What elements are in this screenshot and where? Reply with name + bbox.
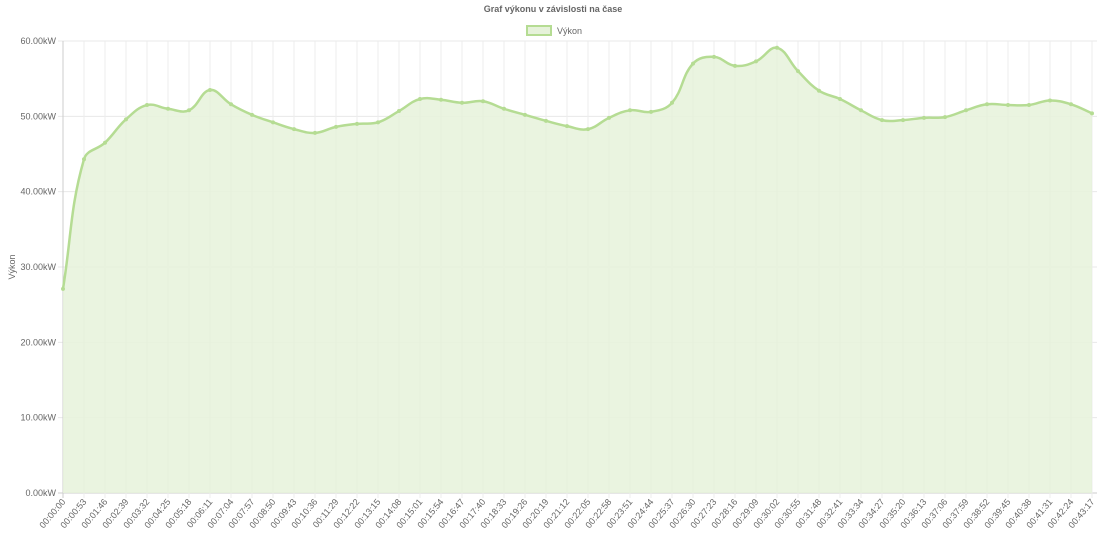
point bbox=[985, 102, 989, 107]
point bbox=[292, 127, 296, 132]
point bbox=[943, 115, 947, 120]
point bbox=[82, 157, 86, 162]
point bbox=[187, 108, 191, 113]
chart-title: Graf výkonu v závislosti na čase bbox=[484, 4, 623, 14]
y-tick-label: 20.00kW bbox=[20, 337, 56, 347]
point bbox=[481, 99, 485, 104]
point bbox=[733, 63, 737, 68]
point bbox=[607, 115, 611, 120]
y-tick-label: 10.00kW bbox=[20, 413, 56, 423]
point bbox=[649, 109, 653, 114]
point bbox=[838, 97, 842, 102]
point bbox=[901, 118, 905, 123]
point bbox=[880, 118, 884, 123]
point bbox=[355, 121, 359, 126]
point bbox=[796, 69, 800, 74]
legend-label: Výkon bbox=[557, 26, 582, 36]
point bbox=[418, 97, 422, 102]
point bbox=[271, 120, 275, 125]
y-axis-label: Výkon bbox=[7, 254, 17, 279]
point bbox=[250, 112, 254, 117]
point bbox=[460, 100, 464, 105]
y-tick-label: 0.00kW bbox=[25, 488, 56, 498]
point bbox=[502, 106, 506, 111]
point bbox=[670, 100, 674, 105]
y-tick-label: 60.00kW bbox=[20, 36, 56, 46]
point bbox=[712, 54, 716, 59]
point bbox=[565, 124, 569, 129]
point bbox=[817, 88, 821, 93]
point bbox=[1027, 103, 1031, 108]
area bbox=[63, 47, 1092, 493]
point bbox=[922, 115, 926, 120]
point bbox=[1006, 103, 1010, 108]
y-tick-label: 50.00kW bbox=[20, 111, 56, 121]
point bbox=[124, 117, 128, 122]
legend-swatch bbox=[526, 25, 552, 36]
line bbox=[61, 46, 1093, 290]
point bbox=[208, 87, 212, 92]
point bbox=[439, 97, 443, 102]
point bbox=[1090, 111, 1094, 116]
point bbox=[628, 108, 632, 113]
point bbox=[229, 102, 233, 107]
point bbox=[145, 103, 149, 108]
y-tick-label: 30.00kW bbox=[20, 262, 56, 272]
point bbox=[1069, 102, 1073, 107]
point bbox=[376, 120, 380, 125]
point bbox=[313, 130, 317, 135]
point bbox=[775, 45, 779, 50]
point bbox=[523, 112, 527, 117]
point bbox=[859, 108, 863, 113]
point bbox=[103, 140, 107, 145]
point bbox=[964, 108, 968, 113]
point bbox=[544, 118, 548, 123]
point bbox=[334, 124, 338, 129]
point bbox=[166, 106, 170, 111]
y-tick-label: 40.00kW bbox=[20, 187, 56, 197]
point bbox=[586, 127, 590, 132]
point bbox=[691, 61, 695, 66]
point bbox=[61, 286, 65, 291]
point bbox=[397, 109, 401, 114]
point bbox=[1048, 98, 1052, 103]
point bbox=[754, 59, 758, 64]
